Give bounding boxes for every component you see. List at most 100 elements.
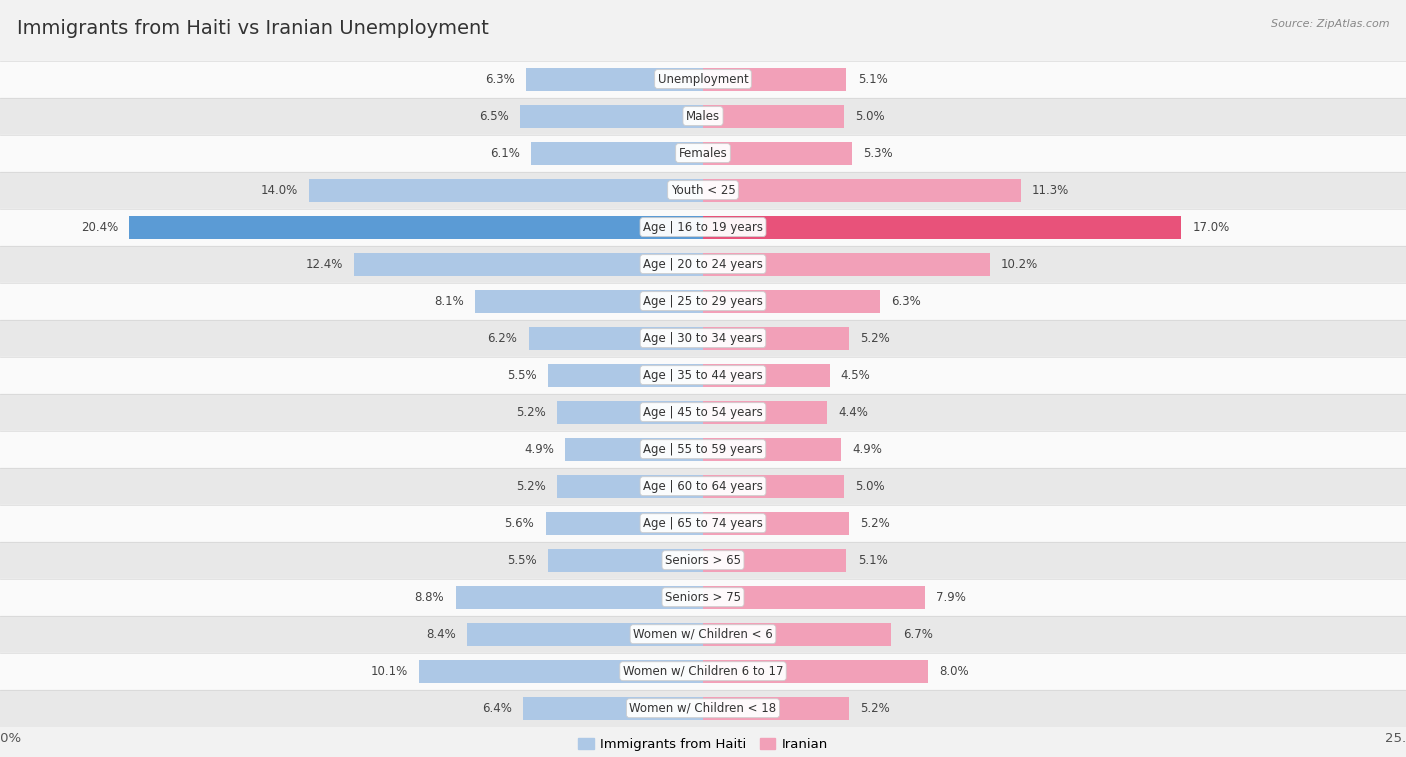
Bar — [520, 104, 703, 127]
Text: 7.9%: 7.9% — [936, 590, 966, 603]
Bar — [703, 67, 846, 91]
Bar — [548, 363, 703, 387]
Bar — [526, 67, 703, 91]
Text: 5.0%: 5.0% — [855, 110, 884, 123]
Text: 5.2%: 5.2% — [860, 332, 890, 344]
Bar — [475, 290, 703, 313]
Text: 5.2%: 5.2% — [860, 517, 890, 530]
Bar — [557, 475, 703, 497]
Text: 6.5%: 6.5% — [479, 110, 509, 123]
Text: 5.1%: 5.1% — [858, 553, 887, 567]
Bar — [565, 438, 703, 460]
Bar — [0, 135, 1406, 172]
Bar — [703, 475, 844, 497]
Bar — [0, 578, 1406, 615]
Text: 10.2%: 10.2% — [1001, 257, 1038, 270]
Text: 10.1%: 10.1% — [371, 665, 408, 678]
Text: 8.1%: 8.1% — [434, 294, 464, 307]
Bar — [703, 400, 827, 424]
Bar — [0, 431, 1406, 468]
Text: Unemployment: Unemployment — [658, 73, 748, 86]
Bar — [0, 653, 1406, 690]
Bar — [0, 209, 1406, 245]
Text: 17.0%: 17.0% — [1192, 220, 1229, 234]
Bar — [703, 290, 880, 313]
Bar — [467, 623, 703, 646]
Text: Males: Males — [686, 110, 720, 123]
Text: Women w/ Children 6 to 17: Women w/ Children 6 to 17 — [623, 665, 783, 678]
Bar — [703, 438, 841, 460]
Text: 6.1%: 6.1% — [491, 147, 520, 160]
Bar — [703, 660, 928, 683]
Bar — [703, 586, 925, 609]
Bar — [0, 245, 1406, 282]
Text: 6.3%: 6.3% — [485, 73, 515, 86]
Text: Age | 55 to 59 years: Age | 55 to 59 years — [643, 443, 763, 456]
Bar — [419, 660, 703, 683]
Bar — [703, 549, 846, 572]
Bar — [703, 253, 990, 276]
Text: 4.9%: 4.9% — [852, 443, 882, 456]
Text: Immigrants from Haiti vs Iranian Unemployment: Immigrants from Haiti vs Iranian Unemplo… — [17, 19, 489, 38]
Bar — [703, 363, 830, 387]
Text: 14.0%: 14.0% — [262, 184, 298, 197]
Text: 12.4%: 12.4% — [305, 257, 343, 270]
Bar — [703, 216, 1181, 238]
Text: 4.4%: 4.4% — [838, 406, 868, 419]
Text: 4.9%: 4.9% — [524, 443, 554, 456]
Legend: Immigrants from Haiti, Iranian: Immigrants from Haiti, Iranian — [572, 734, 834, 757]
Bar — [129, 216, 703, 238]
Text: Age | 45 to 54 years: Age | 45 to 54 years — [643, 406, 763, 419]
Text: Youth < 25: Youth < 25 — [671, 184, 735, 197]
Bar — [703, 104, 844, 127]
Text: Age | 35 to 44 years: Age | 35 to 44 years — [643, 369, 763, 382]
Bar — [0, 282, 1406, 319]
Bar — [523, 696, 703, 720]
Bar — [703, 327, 849, 350]
Text: 5.1%: 5.1% — [858, 73, 887, 86]
Bar — [531, 142, 703, 164]
Text: 6.4%: 6.4% — [482, 702, 512, 715]
Bar — [0, 690, 1406, 727]
Text: 6.3%: 6.3% — [891, 294, 921, 307]
Bar — [703, 179, 1021, 201]
Bar — [0, 319, 1406, 357]
Bar — [703, 696, 849, 720]
Text: 5.0%: 5.0% — [855, 480, 884, 493]
Text: Age | 20 to 24 years: Age | 20 to 24 years — [643, 257, 763, 270]
Text: Source: ZipAtlas.com: Source: ZipAtlas.com — [1271, 19, 1389, 29]
Text: 5.2%: 5.2% — [860, 702, 890, 715]
Text: 5.2%: 5.2% — [516, 406, 546, 419]
Text: 8.8%: 8.8% — [415, 590, 444, 603]
Bar — [546, 512, 703, 534]
Text: 5.5%: 5.5% — [508, 553, 537, 567]
Bar — [354, 253, 703, 276]
Bar — [703, 142, 852, 164]
Bar — [0, 357, 1406, 394]
Text: Women w/ Children < 18: Women w/ Children < 18 — [630, 702, 776, 715]
Text: Age | 60 to 64 years: Age | 60 to 64 years — [643, 480, 763, 493]
Text: Females: Females — [679, 147, 727, 160]
Text: 8.4%: 8.4% — [426, 628, 456, 640]
Text: Women w/ Children < 6: Women w/ Children < 6 — [633, 628, 773, 640]
Text: 6.7%: 6.7% — [903, 628, 932, 640]
Text: 6.2%: 6.2% — [488, 332, 517, 344]
Bar — [557, 400, 703, 424]
Text: Seniors > 65: Seniors > 65 — [665, 553, 741, 567]
Text: 20.4%: 20.4% — [82, 220, 118, 234]
Text: 4.5%: 4.5% — [841, 369, 870, 382]
Text: Age | 16 to 19 years: Age | 16 to 19 years — [643, 220, 763, 234]
Text: 8.0%: 8.0% — [939, 665, 969, 678]
Text: Age | 65 to 74 years: Age | 65 to 74 years — [643, 517, 763, 530]
Bar — [309, 179, 703, 201]
Bar — [0, 542, 1406, 578]
Text: Age | 25 to 29 years: Age | 25 to 29 years — [643, 294, 763, 307]
Bar — [703, 623, 891, 646]
Bar — [0, 61, 1406, 98]
Bar — [0, 505, 1406, 542]
Text: 5.5%: 5.5% — [508, 369, 537, 382]
Text: 5.3%: 5.3% — [863, 147, 893, 160]
Bar — [0, 615, 1406, 653]
Text: 5.2%: 5.2% — [516, 480, 546, 493]
Bar — [703, 512, 849, 534]
